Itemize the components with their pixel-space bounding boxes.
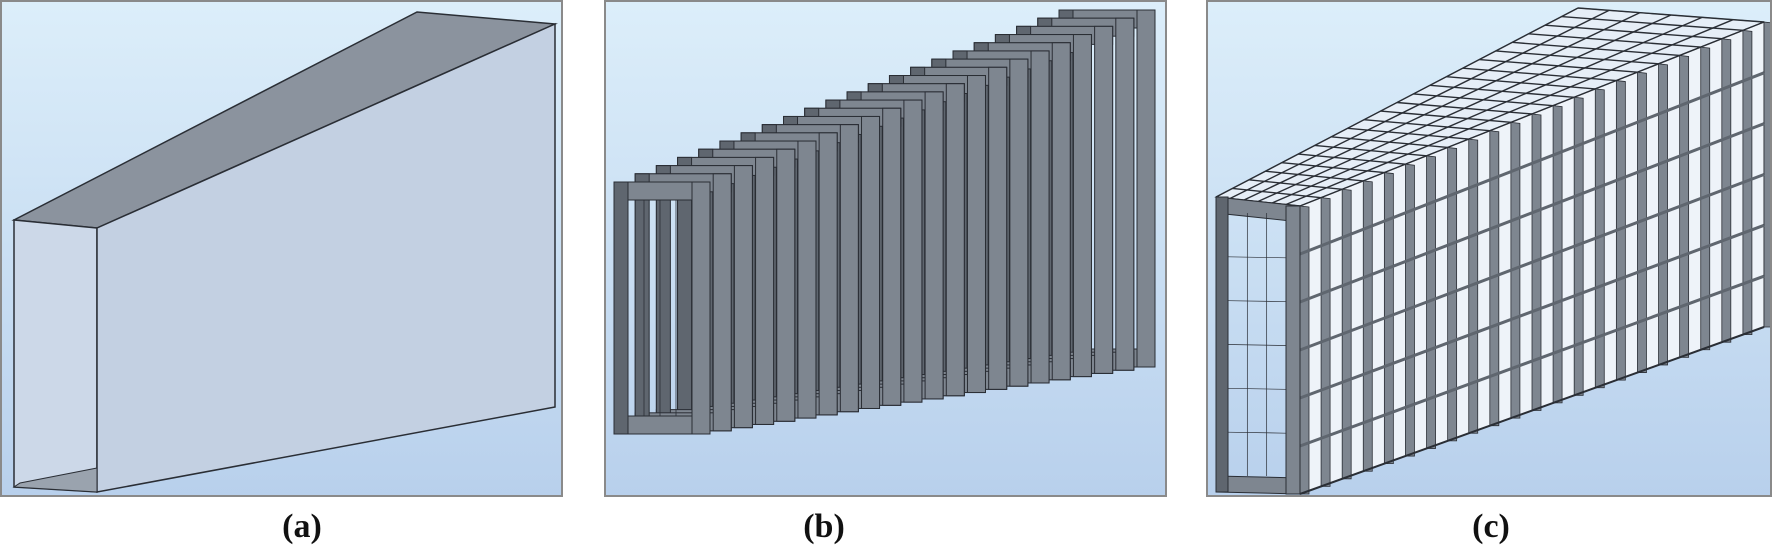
side-stiffener xyxy=(1299,223,1765,400)
deck-longitudinal xyxy=(1229,9,1610,200)
front-inner-line xyxy=(1227,431,1287,434)
bottom-edge xyxy=(1299,326,1765,495)
deck-longitudinal xyxy=(1243,12,1641,201)
side-stiffener xyxy=(1299,173,1765,352)
front-face xyxy=(13,219,98,493)
caption-b: (b) xyxy=(803,508,845,545)
deck-longitudinal xyxy=(1285,19,1734,206)
front-inner-line xyxy=(1227,256,1287,259)
side-stiffener xyxy=(1299,71,1765,256)
front-inner-line xyxy=(1227,387,1287,390)
inner-bottom-face xyxy=(12,467,98,493)
framed-structure-drawing xyxy=(1208,2,1770,495)
panel-b-transverse-frames xyxy=(604,0,1167,497)
side-frame xyxy=(1763,21,1770,328)
front-frame-left xyxy=(1215,196,1229,493)
front-frame-right xyxy=(1285,205,1301,495)
side-face xyxy=(96,22,556,493)
deck-longitudinal xyxy=(1271,16,1703,204)
front-inner-line xyxy=(1227,344,1287,346)
transverse-frame xyxy=(613,181,711,435)
deck-longitudinal xyxy=(1257,14,1672,203)
caption-a: (a) xyxy=(282,508,322,545)
panel-a-solid-box xyxy=(0,0,563,497)
transverse-frames-drawing xyxy=(606,2,1165,495)
front-inner-line xyxy=(1227,300,1287,303)
side-stiffener xyxy=(1299,122,1765,304)
side-stiffener xyxy=(1299,274,1765,448)
solid-box-drawing xyxy=(2,2,561,495)
panel-c-framed-structure xyxy=(1206,0,1772,497)
deck-longitudinal xyxy=(1215,7,1579,198)
caption-c: (c) xyxy=(1472,508,1510,545)
